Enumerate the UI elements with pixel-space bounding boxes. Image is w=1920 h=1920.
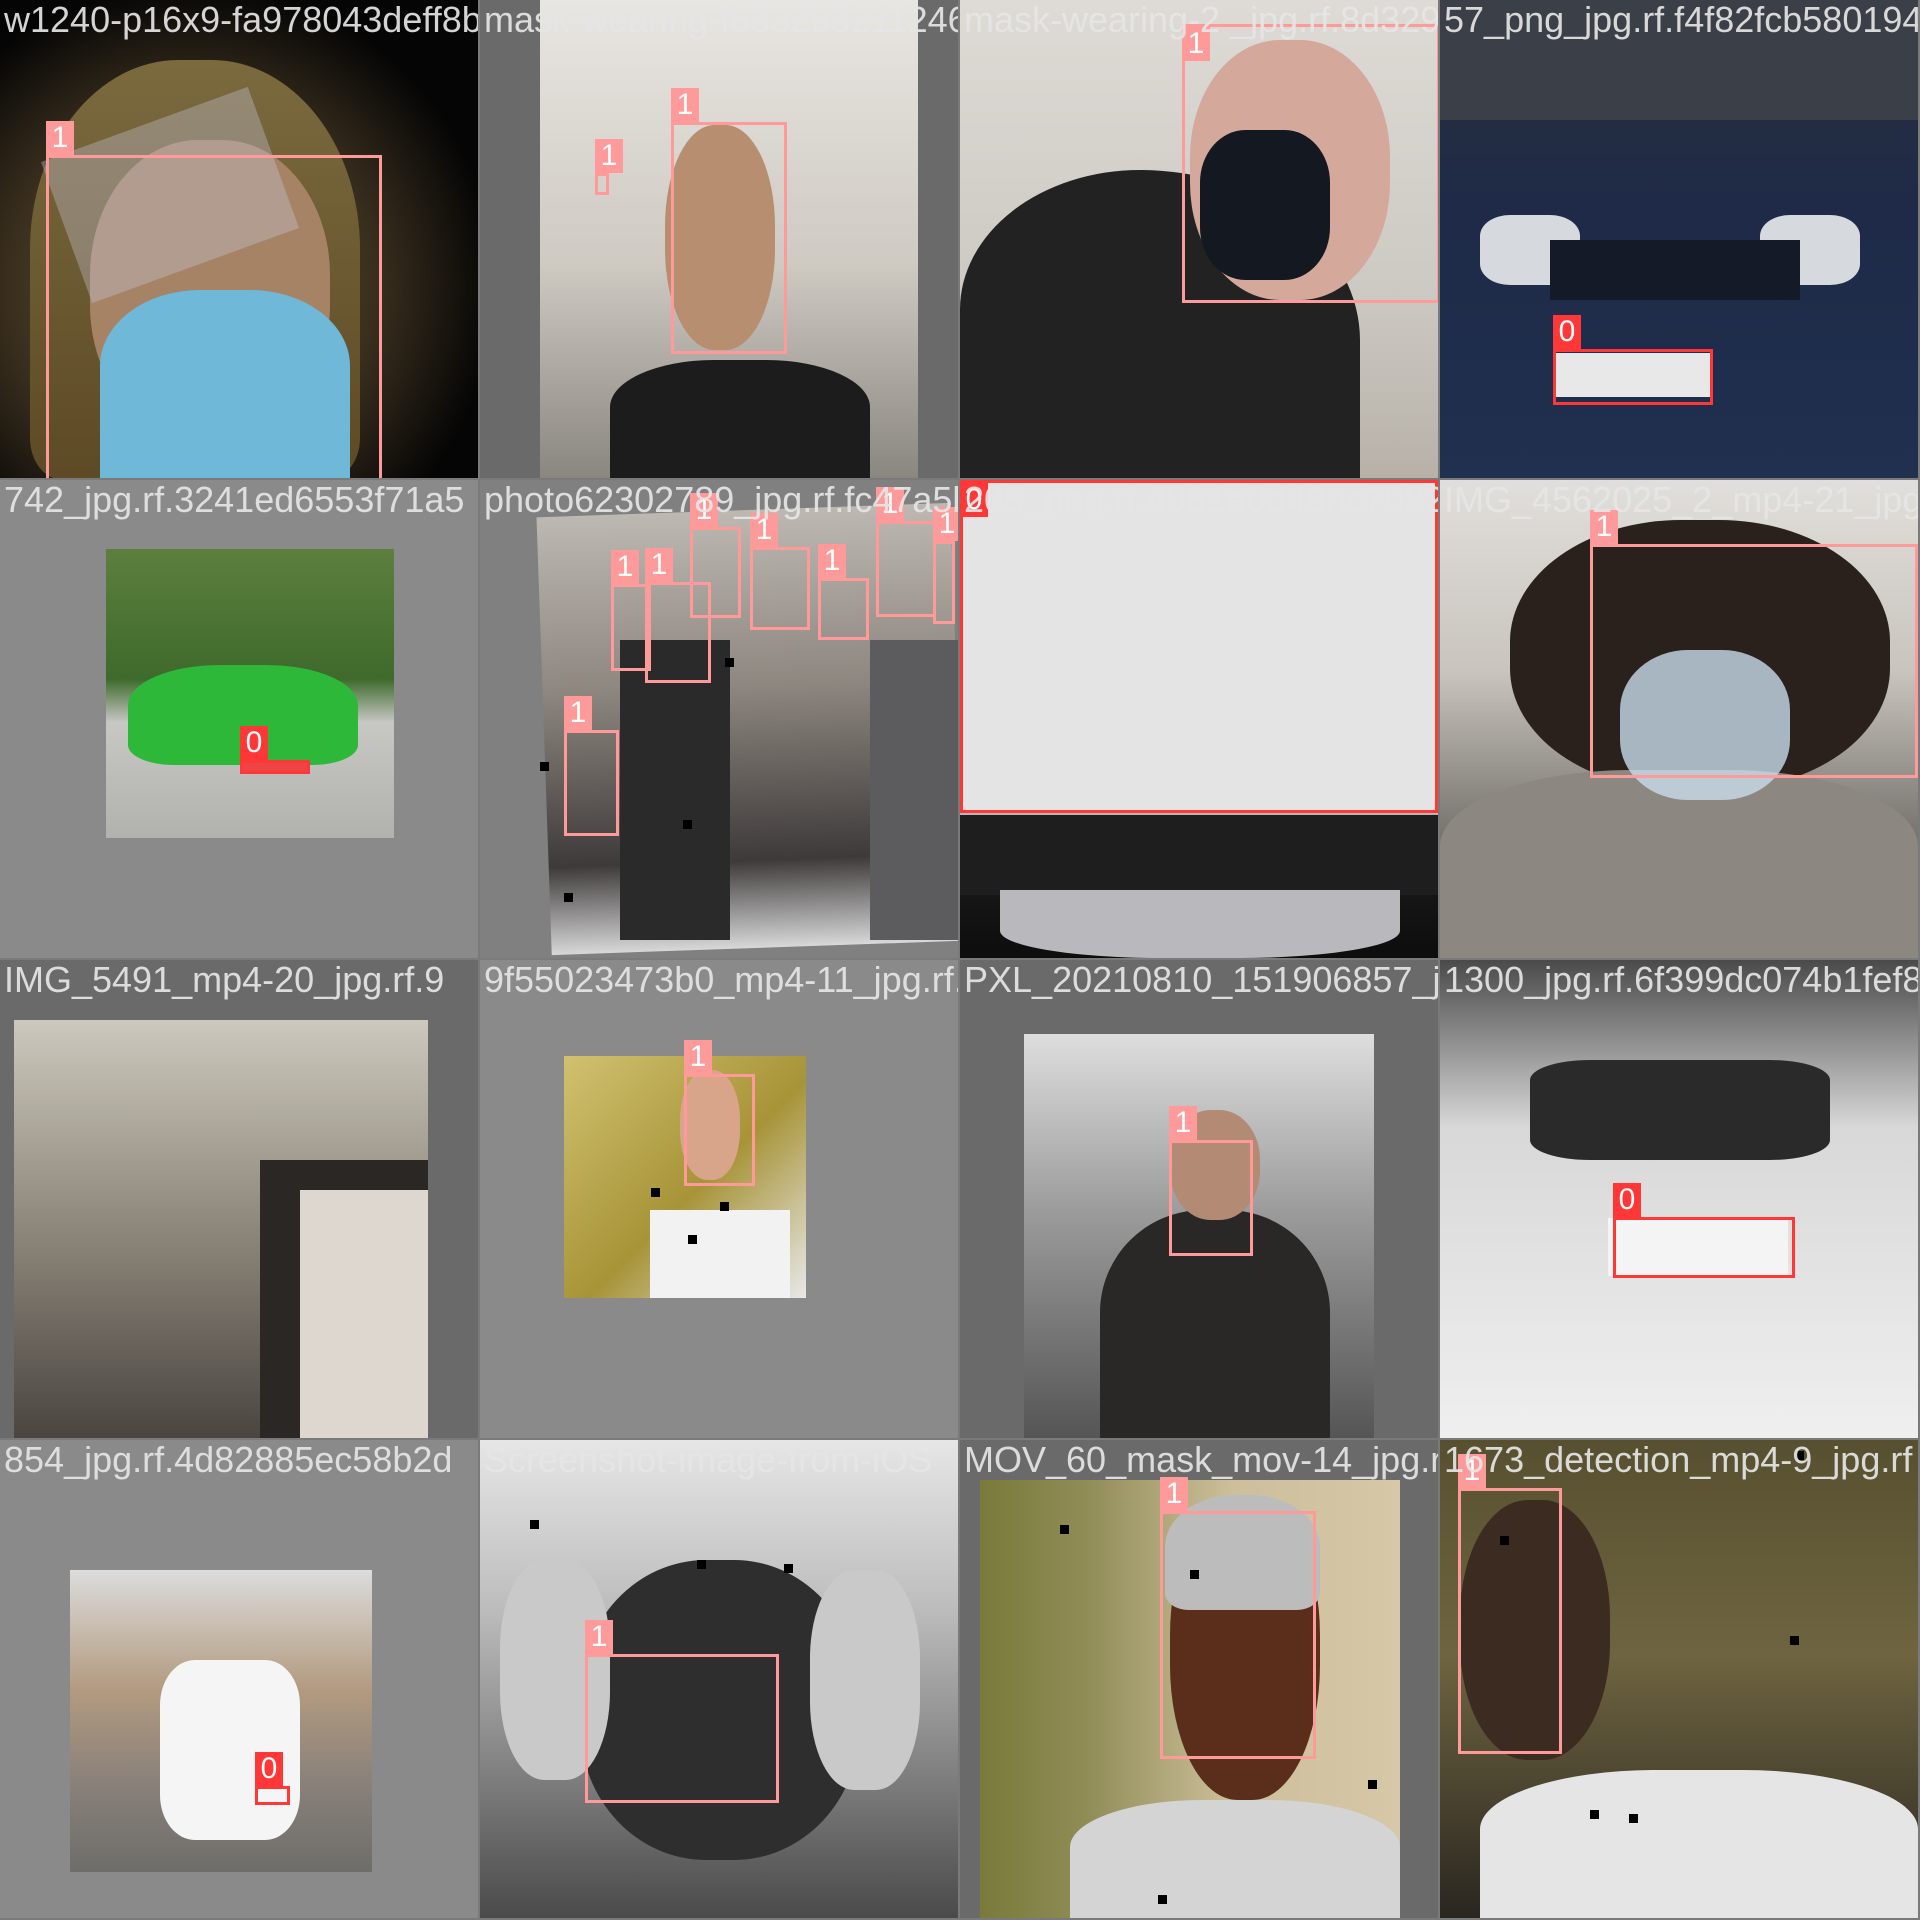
- class-label: 1: [750, 513, 778, 547]
- photo-selfie-yellow-wall: [480, 960, 958, 1438]
- plate-box: 0: [240, 726, 310, 774]
- face-box: 1: [750, 513, 810, 630]
- tile-16[interactable]: 1673_detection_mp4-9_jpg.rf 1: [1440, 1440, 1918, 1918]
- class-label: 1: [1590, 510, 1618, 544]
- noise-square: [784, 1564, 793, 1573]
- class-label: 0: [255, 1752, 283, 1786]
- photo-man-dim-room: [1440, 1440, 1918, 1918]
- noise-square: [1500, 1536, 1509, 1545]
- tile-9[interactable]: IMG_5491_mp4-20_jpg.rf.9: [0, 960, 478, 1438]
- photo-white-car-street: [0, 1440, 478, 1918]
- plate-box: 0: [1613, 1183, 1795, 1278]
- tile-12[interactable]: 1300_jpg.rf.6f399dc074b1fef8 0: [1440, 960, 1918, 1438]
- class-label: 1: [671, 88, 699, 122]
- class-label: 1: [1458, 1454, 1486, 1488]
- photo-man-mask-ear: [1440, 480, 1918, 958]
- photo-plate-closeup: [960, 480, 1438, 958]
- photo-man-black-mask: [960, 0, 1438, 478]
- photo-green-sports-car: [0, 480, 478, 958]
- class-label: 0: [1613, 1183, 1641, 1217]
- tile-10[interactable]: 9f55023473b0_mp4-11_jpg.rf. 1: [480, 960, 958, 1438]
- noise-square: [725, 658, 734, 667]
- class-label: 0: [1553, 315, 1581, 349]
- noise-square: [697, 1560, 706, 1569]
- photo-man-office: [480, 0, 958, 478]
- tile-2[interactable]: mask-wearing-f633293211246 _sky-eq_jpg.r…: [480, 0, 958, 478]
- class-label: 1: [876, 487, 904, 521]
- noise-square: [1629, 1814, 1638, 1823]
- face-box: 1: [933, 507, 958, 624]
- noise-square: [564, 893, 573, 902]
- noise-square: [1790, 1636, 1799, 1645]
- tile-4[interactable]: 57_png_jpg.rf.f4f82fcb580194fb 0: [1440, 0, 1918, 478]
- noise-square: [1060, 1525, 1069, 1534]
- face-box: 1: [564, 696, 619, 836]
- tile-5[interactable]: 742_jpg.rf.3241ed6553f71a5 0: [0, 480, 478, 958]
- face-box: 1: [611, 550, 651, 671]
- noise-square: [720, 1202, 729, 1211]
- noise-square: [683, 820, 692, 829]
- face-box: 1: [1160, 1477, 1316, 1759]
- face-box: 1: [1458, 1454, 1562, 1754]
- class-label: 0: [240, 726, 268, 760]
- noise-square: [1590, 1810, 1599, 1819]
- noise-square: [540, 762, 549, 771]
- tile-7[interactable]: 205_png.rf.4961a0d49ac7082c6b 0: [960, 480, 1438, 958]
- class-label: 1: [684, 1040, 712, 1074]
- photo-white-suv-front: [1440, 960, 1918, 1438]
- class-label: 1: [1160, 1477, 1188, 1511]
- face-box: 1: [585, 1620, 779, 1803]
- tile-13[interactable]: 854_jpg.rf.4d82885ec58b2d 0: [0, 1440, 478, 1918]
- class-label: 1: [818, 544, 846, 578]
- face-box: 1: [1182, 24, 1438, 303]
- noise-square: [688, 1235, 697, 1244]
- class-label: 1: [595, 139, 623, 173]
- photo-dark-car-front: [1440, 0, 1918, 478]
- photo-man-hands-eyes: [480, 1440, 958, 1918]
- noise-square: [530, 1520, 539, 1529]
- noise-square: [1795, 1451, 1804, 1460]
- noise-square: [1158, 1895, 1167, 1904]
- face-box: 1: [46, 121, 382, 478]
- face-box: 1: [671, 88, 787, 354]
- class-label: 1: [585, 1620, 613, 1654]
- class-label: 0: [960, 483, 988, 517]
- tile-15[interactable]: MOV_60_mask_mov-14_jpg.rf 1: [960, 1440, 1438, 1918]
- class-label: 1: [690, 493, 718, 527]
- noise-square: [651, 1188, 660, 1197]
- class-label: 1: [46, 121, 74, 155]
- tile-11[interactable]: PXL_20210810_151906857_jpg.rf 1: [960, 960, 1438, 1438]
- tile-8[interactable]: IMG_4562025_2_mp4-21_jpg.rf 1: [1440, 480, 1918, 958]
- photo-man-beanie: [960, 1440, 1438, 1918]
- class-label: 1: [564, 696, 592, 730]
- class-label: 1: [645, 548, 673, 582]
- noise-square: [1368, 1780, 1377, 1789]
- tile-14[interactable]: Screenshot-image-from-iOS 1: [480, 1440, 958, 1918]
- face-box: 1: [1169, 1106, 1253, 1256]
- class-label: 1: [611, 550, 639, 584]
- photo-masked-woman-hood: [0, 0, 478, 478]
- plate-box: 0: [960, 480, 1438, 813]
- tile-6[interactable]: photo62302789_jpg.rf.fc47a5b5 1 1 1 1 1 …: [480, 480, 958, 958]
- class-label: 1: [933, 507, 958, 541]
- tile-1[interactable]: w1240-p16x9-fa978043deff8bfed485eaf12d16…: [0, 0, 478, 478]
- class-label: 1: [1182, 27, 1210, 61]
- face-box: 1: [684, 1040, 755, 1186]
- noise-square: [1190, 1570, 1199, 1579]
- tile-3[interactable]: mask-wearing-2 _jpg.rf.8d3293983629 1: [960, 0, 1438, 478]
- photo-room-corner: [0, 960, 478, 1438]
- class-label: 1: [1169, 1106, 1197, 1140]
- plate-box: 0: [1553, 315, 1713, 405]
- face-box: 1: [1590, 510, 1918, 778]
- face-box: 1: [876, 487, 936, 617]
- face-box: 1: [645, 548, 711, 683]
- face-box: 1: [595, 139, 623, 195]
- plate-box: 0: [255, 1752, 290, 1805]
- face-box: 1: [690, 493, 741, 618]
- face-box: 1: [818, 544, 869, 640]
